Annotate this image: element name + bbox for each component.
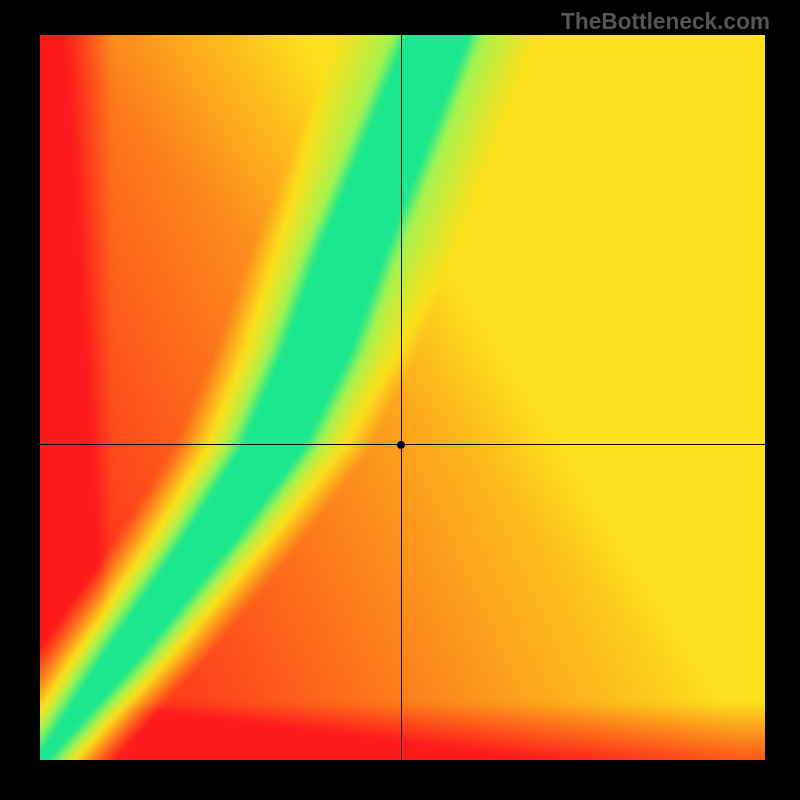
crosshair-vertical <box>401 35 402 760</box>
chart-container: TheBottleneck.com <box>0 0 800 800</box>
crosshair-marker-dot <box>397 441 405 449</box>
watermark-text: TheBottleneck.com <box>561 8 770 35</box>
bottleneck-heatmap <box>40 35 765 760</box>
